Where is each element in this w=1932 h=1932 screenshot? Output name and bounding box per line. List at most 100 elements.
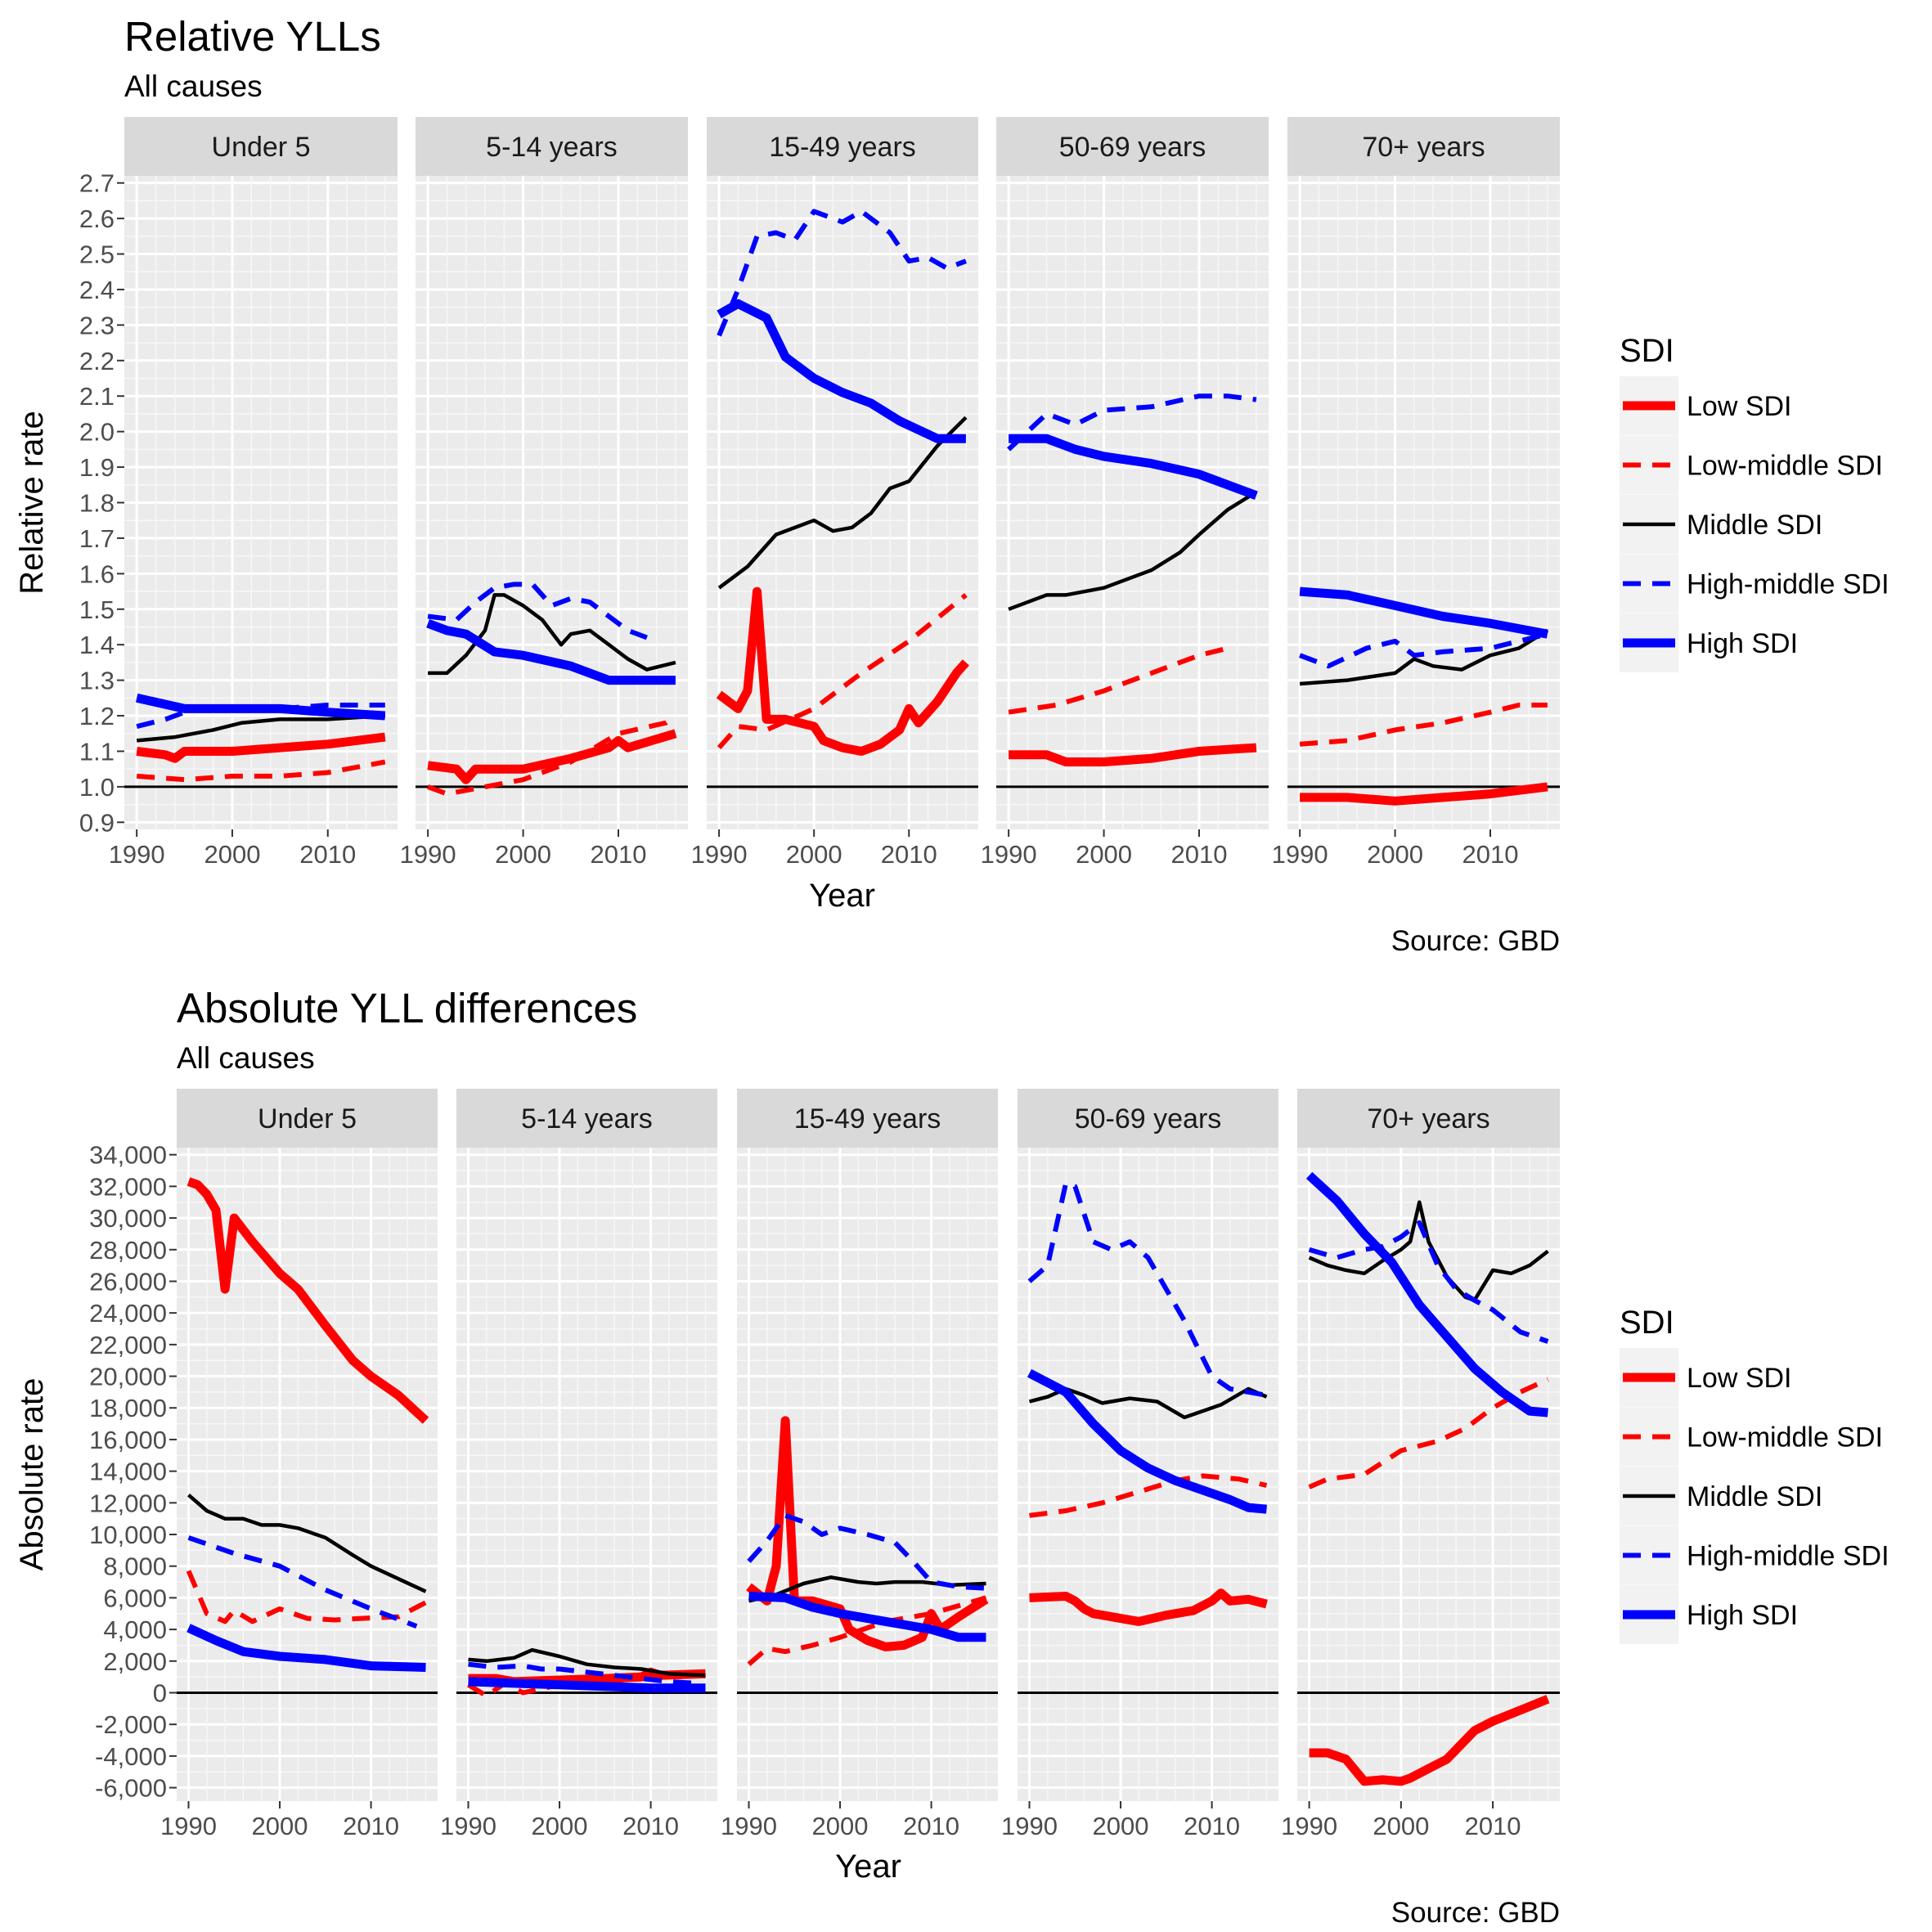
x-tick-label: 2000 xyxy=(532,1812,588,1840)
y-axis-label: Absolute rate xyxy=(14,1378,50,1571)
series-line-high-middle-sdi xyxy=(468,1661,697,1686)
x-tick-label: 1990 xyxy=(1281,1812,1337,1840)
legend-label: Low-middle SDI xyxy=(1687,1422,1883,1453)
chart-title: Relative YLLs xyxy=(124,13,381,60)
series-line-low-middle-sdi xyxy=(136,759,386,783)
panel-background xyxy=(737,1148,998,1801)
series-group xyxy=(466,1647,706,1699)
series-line-middle-sdi xyxy=(428,593,676,676)
y-tick-label: 2.7 xyxy=(79,169,115,198)
chart-subtitle: All causes xyxy=(124,70,263,103)
facet-strip xyxy=(707,117,978,176)
series-line-high-sdi xyxy=(748,1592,986,1642)
facet-panel-1: Under 5 1990 2000 2010 xyxy=(160,1089,438,1840)
y-tick-label: 10,000 xyxy=(89,1521,167,1549)
series-line-high-middle-sdi xyxy=(187,1535,418,1629)
y-tick-label: 2,000 xyxy=(103,1647,167,1676)
x-tick-label: 2010 xyxy=(343,1812,399,1840)
y-tick-label: 30,000 xyxy=(89,1204,167,1233)
facet-strip-label: Under 5 xyxy=(212,132,311,163)
x-tick-label: 2010 xyxy=(1465,1812,1521,1840)
y-tick-label: -6,000 xyxy=(95,1774,167,1803)
x-tick-label: 2010 xyxy=(881,840,937,869)
facet-strip xyxy=(737,1089,998,1148)
x-axis-label: Year xyxy=(835,1849,901,1885)
legend-title: SDI xyxy=(1620,1305,1674,1341)
legend: SDI Low SDI Low-middle SDI Middle SDI High-m… xyxy=(1620,333,1889,672)
series-line-high-middle-sdi xyxy=(1308,1220,1549,1344)
series-line-high-sdi xyxy=(1009,434,1258,500)
y-tick-label: 24,000 xyxy=(89,1299,167,1328)
x-tick-label: 1990 xyxy=(400,840,456,869)
series-line-low-middle-sdi xyxy=(1299,703,1548,747)
facet-strip-label: 50-69 years xyxy=(1075,1103,1222,1134)
y-tick-label: 0 xyxy=(153,1678,167,1707)
series-line-middle-sdi xyxy=(468,1647,706,1678)
series-line-high-sdi xyxy=(468,1677,706,1693)
x-tick-label: 2000 xyxy=(1367,840,1423,869)
legend-label: Low-middle SDI xyxy=(1687,451,1883,482)
series-line-low-sdi xyxy=(716,586,970,756)
series-line-middle-sdi xyxy=(717,416,968,590)
y-tick-label: 18,000 xyxy=(89,1394,167,1422)
series-line-middle-sdi xyxy=(1008,490,1258,611)
y-tick-label: 2.2 xyxy=(79,347,115,375)
series-line-middle-sdi xyxy=(748,1575,986,1603)
y-tick-label: 6,000 xyxy=(103,1584,167,1612)
x-tick-label: 2000 xyxy=(786,840,842,869)
y-tick-label: 1.7 xyxy=(79,524,115,553)
x-axis-label: Year xyxy=(809,878,875,914)
facet-strip xyxy=(1297,1089,1560,1148)
y-tick-label: 2.4 xyxy=(79,276,115,304)
y-tick-label: 1.9 xyxy=(79,453,115,482)
x-tick-label: 2010 xyxy=(1462,840,1519,869)
y-tick-label: 1.0 xyxy=(79,773,115,802)
legend-label: High-middle SDI xyxy=(1687,569,1889,600)
legend-label: Low SDI xyxy=(1687,1363,1792,1394)
y-tick-label: 2.0 xyxy=(79,418,115,447)
facet-strip xyxy=(996,117,1269,176)
x-tick-label: 2010 xyxy=(903,1812,959,1840)
series-line-high-sdi xyxy=(1027,1368,1267,1514)
series-line-low-middle-sdi xyxy=(427,713,677,797)
y-tick-label: 1.6 xyxy=(79,559,115,588)
series-line-low-sdi xyxy=(1029,1588,1268,1626)
x-tick-label: 2000 xyxy=(812,1812,869,1840)
x-tick-label: 1990 xyxy=(440,1812,496,1840)
x-tick-label: 2010 xyxy=(1184,1812,1240,1840)
y-tick-label: 16,000 xyxy=(89,1426,167,1454)
series-line-low-sdi xyxy=(186,1177,429,1424)
facet-strip xyxy=(124,117,398,176)
chart-title: Absolute YLL differences xyxy=(177,985,637,1031)
facet-panel-3: 15-49 years 1990 2000 2010 xyxy=(721,1089,998,1840)
series-group xyxy=(135,693,386,783)
x-tick-label: 1990 xyxy=(981,840,1037,869)
series-line-high-sdi xyxy=(717,299,966,443)
y-tick-label: 1.4 xyxy=(79,631,115,659)
y-tick-label: 8,000 xyxy=(103,1552,167,1581)
legend-label: Low SDI xyxy=(1687,391,1792,422)
x-tick-label: 2010 xyxy=(1171,840,1228,869)
y-tick-label: 34,000 xyxy=(89,1141,167,1170)
y-axis-label: Relative rate xyxy=(14,411,50,595)
legend: SDI Low SDI Low-middle SDI Middle SDI High-m… xyxy=(1620,1305,1889,1644)
series-line-high-sdi xyxy=(1299,586,1548,639)
series-line-high-middle-sdi xyxy=(1027,1180,1268,1398)
facet-panel-1: Under 5 1990 2000 2010 xyxy=(109,117,398,869)
y-tick-label: 20,000 xyxy=(89,1363,167,1391)
x-tick-label: 2000 xyxy=(495,840,551,869)
y-tick-label: -2,000 xyxy=(95,1710,167,1739)
figure-1: Relative YLLs All causes 0.9 1.0 1.1 1.2 1.3 1.… xyxy=(14,13,1889,957)
x-tick-label: 2010 xyxy=(622,1812,679,1840)
facet-panel-2: 5-14 years 1990 2000 2010 xyxy=(440,1089,717,1840)
series-line-high-sdi xyxy=(426,618,676,685)
facet-strip-label: 15-49 years xyxy=(769,132,916,163)
series-line-high-sdi xyxy=(135,693,386,721)
series-line-low-middle-sdi xyxy=(1029,1473,1268,1518)
panel-background xyxy=(456,1148,717,1801)
facet-strip xyxy=(416,117,688,176)
facet-strip-label: Under 5 xyxy=(258,1103,357,1134)
legend-title: SDI xyxy=(1620,333,1674,369)
series-group xyxy=(746,1416,989,1666)
